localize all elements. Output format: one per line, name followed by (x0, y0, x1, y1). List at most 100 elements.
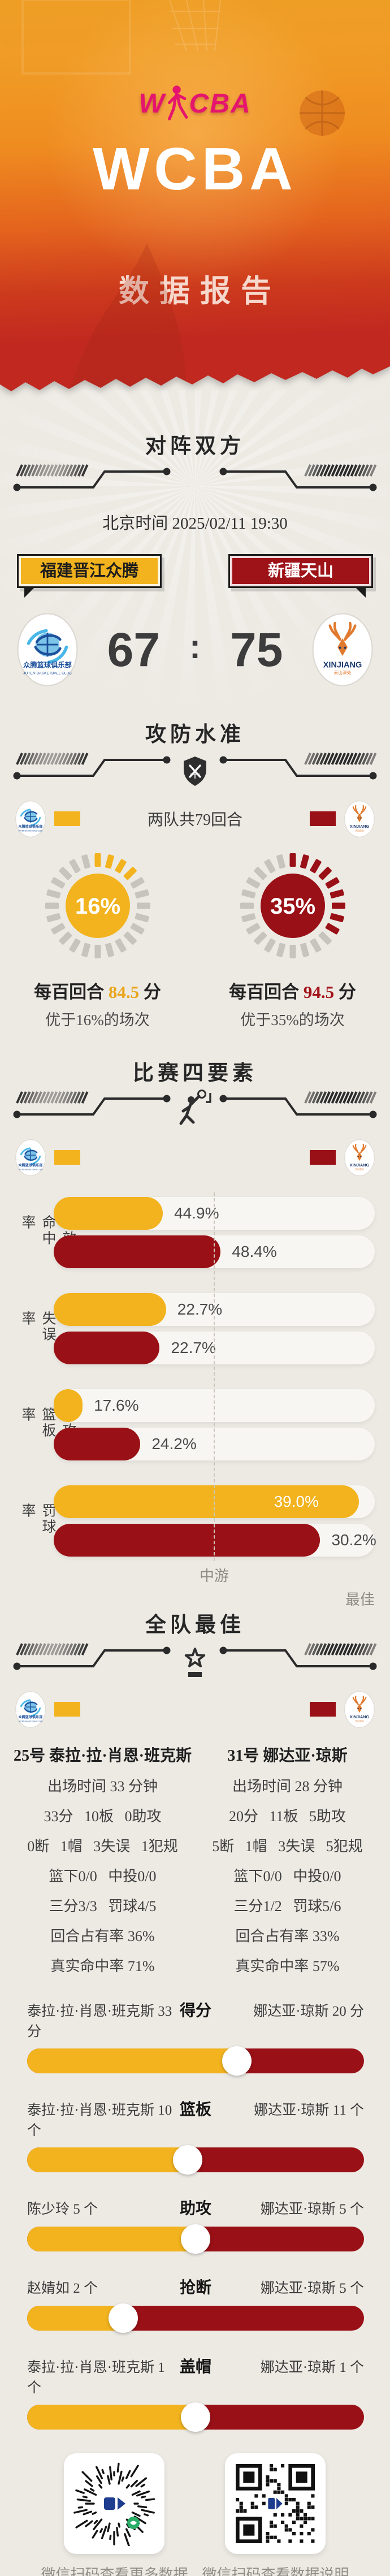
away-team-logo (311, 612, 374, 688)
section-divider (13, 464, 377, 491)
home-bar-value: 22.7% (177, 1300, 223, 1318)
section-matchup: 对阵双方 北京时间 2025/02/11 19:30 福建晋江众腾 新疆天山 6… (0, 396, 390, 688)
away-color-swatch (310, 811, 336, 826)
away-score: 75 (229, 623, 283, 676)
comparison-bar (27, 2046, 364, 2076)
qr-section: 微信扫码查看更多数据 微信扫码查看数据说明 (34, 2453, 356, 2576)
team-best-heading: 全队最佳 (145, 1613, 245, 1636)
stat-line-minutes: 出场时间 33 分钟 (47, 1778, 158, 1795)
comparison-steals: 赵婧如 2 个 抢断 娜达亚·琼斯 5 个 (27, 2275, 365, 2333)
metric-label: 助攻 (180, 2199, 212, 2217)
team-legend (15, 1138, 375, 1177)
axis-label-best: 最佳 (345, 1591, 375, 1608)
home-points-per-100: 每百回合 84.5 分 (34, 982, 161, 1002)
stat-line-minutes: 出场时间 28 分钟 (232, 1778, 343, 1795)
comparison-bar (27, 2303, 364, 2333)
stat-line-rim-mid: 篮下0/0 中投0/0 (233, 1868, 341, 1885)
home-team-logo (15, 1691, 46, 1728)
offense-defense-heading: 攻防水准 (145, 723, 245, 746)
away-bar-value: 48.4% (232, 1243, 277, 1260)
comparison-bar (27, 2145, 364, 2175)
home-bar-value: 44.9% (174, 1204, 219, 1222)
jumping-player-icon (167, 85, 188, 120)
score-separator: : (189, 627, 201, 665)
home-color-swatch (54, 811, 80, 826)
away-percentile-note: 优于35%的场次 (240, 1012, 345, 1028)
right-leader-label: 娜达亚·琼斯 20 分 (253, 2004, 365, 2019)
split-knob (222, 2046, 252, 2076)
stat-line-stl-blk-tov-pf: 0断 1帽 3失误 1犯规 (27, 1838, 178, 1855)
away-best-player-card: 31号 娜达亚·琼斯 出场时间 28 分钟 20分 11板 5助攻 5断 1帽 … (195, 1743, 380, 1976)
home-best-player-card: 25号 泰拉·拉·肖恩·班克斯 出场时间 33 分钟 33分 10板 0助攻 0… (10, 1743, 195, 1976)
wechat-mini-program-code (73, 2462, 155, 2546)
factor-efg: 有效命中率 44.9% 48.4% (20, 1197, 375, 1268)
away-best-player-name: 31号 娜达亚·琼斯 (227, 1747, 348, 1765)
home-bar-value: 39.0% (274, 1493, 319, 1510)
stat-line-rim-mid: 篮下0/0 中投0/0 (49, 1868, 157, 1885)
stat-line-ts: 真实命中率 57% (235, 1958, 340, 1974)
away-bar-value: 22.7% (171, 1339, 216, 1356)
home-percentile-note: 优于16%的场次 (45, 1012, 150, 1028)
home-bar-fill (54, 1293, 166, 1326)
away-points-per-100: 每百回合 94.5 分 (229, 982, 356, 1002)
home-bar-track: 44.9% (54, 1197, 375, 1230)
wcba-logo-cba: CBA (189, 88, 252, 119)
home-percentile-donut: 16% (45, 853, 150, 958)
qr-caption-left: 微信扫码查看更多数据 (41, 2566, 188, 2576)
right-leader-label: 娜达亚·琼斯 1 个 (260, 2360, 365, 2375)
right-leader-label: 娜达亚·琼斯 5 个 (260, 2202, 365, 2217)
qr-code (236, 2464, 315, 2543)
home-team-logo (15, 1139, 46, 1177)
comparison-bar (27, 2402, 364, 2432)
split-knob (181, 2224, 210, 2254)
svg-text:35%: 35% (270, 894, 315, 919)
section-four-factors: 比赛四要素 有效命中率 44.9% 48.4% (0, 1030, 390, 1608)
metric-label: 盖帽 (180, 2358, 212, 2375)
away-team-logo (344, 1139, 375, 1177)
away-bar-value: 30.2% (331, 1531, 376, 1549)
home-points-value: 84.5 (108, 982, 140, 1002)
section-divider (13, 1643, 377, 1677)
wcba-league-logo: W CBA (0, 0, 390, 122)
wechat-minicode-card (64, 2453, 165, 2554)
left-leader-label: 赵婧如 2 个 (27, 2281, 98, 2296)
metric-label: 抢断 (180, 2279, 212, 2296)
four-factors-heading: 比赛四要素 (133, 1061, 257, 1084)
right-leader-label: 娜达亚·琼斯 5 个 (260, 2281, 365, 2296)
away-points-value: 94.5 (303, 982, 335, 1002)
section-team-best: 全队最佳 25号 泰拉·拉·肖恩·班克斯 出场时间 33 分钟 33分 10板 … (0, 1584, 390, 2432)
home-color-swatch (54, 1150, 80, 1165)
home-team-logo (15, 800, 46, 838)
away-bar-fill (54, 1332, 160, 1364)
match-datetime: 北京时间 2025/02/11 19:30 (102, 515, 288, 533)
factor-label: 失误率 (20, 1311, 56, 1343)
home-color-swatch (54, 1702, 80, 1717)
four-factors-axis: 中游 最佳 (54, 1564, 375, 1608)
left-leader-label: 陈少玲 5 个 (27, 2202, 98, 2217)
away-team-logo (344, 1691, 375, 1728)
wcba-logo-w: W (138, 88, 166, 119)
split-knob (109, 2303, 138, 2333)
comparison-bar (27, 2224, 364, 2254)
team-legend (15, 1690, 375, 1728)
stat-line-stl-blk-tov-pf: 5断 1帽 3失误 5犯规 (212, 1838, 363, 1855)
stat-line-pts-reb-ast: 20分 11板 5助攻 (228, 1808, 346, 1825)
four-factors-chart: 有效命中率 44.9% 48.4% 失误率 (20, 1192, 376, 1561)
leader-comparisons: 泰拉·拉·肖恩·班克斯 33 分 得分 娜达亚·琼斯 20 分 泰拉·拉·肖恩·… (0, 1998, 390, 2432)
left-leader-label: 泰拉·拉·肖恩·班克斯 33 分 (27, 2004, 172, 2039)
away-percentile-donut: 35% (240, 853, 345, 958)
factor-label: 罚球率 (20, 1503, 56, 1535)
home-team-banner: 福建晋江众腾 (17, 554, 162, 598)
right-leader-label: 娜达亚·琼斯 11 个 (254, 2103, 365, 2118)
matchup-heading: 对阵双方 (145, 434, 245, 457)
stat-line-usage: 回合占有率 36% (50, 1928, 155, 1944)
qr-caption-right: 微信扫码查看数据说明 (202, 2566, 349, 2576)
away-team-banner: 新疆天山 (228, 554, 373, 598)
possessions-note: 两队共79回合 (147, 811, 242, 829)
home-score: 67 (107, 623, 160, 676)
home-bar-fill (54, 1389, 83, 1422)
svg-text:16%: 16% (75, 894, 120, 919)
left-leader-label: 泰拉·拉·肖恩·班克斯 10 个 (27, 2103, 172, 2138)
away-team-logo (344, 800, 375, 838)
midline-dashed (214, 1192, 215, 1561)
